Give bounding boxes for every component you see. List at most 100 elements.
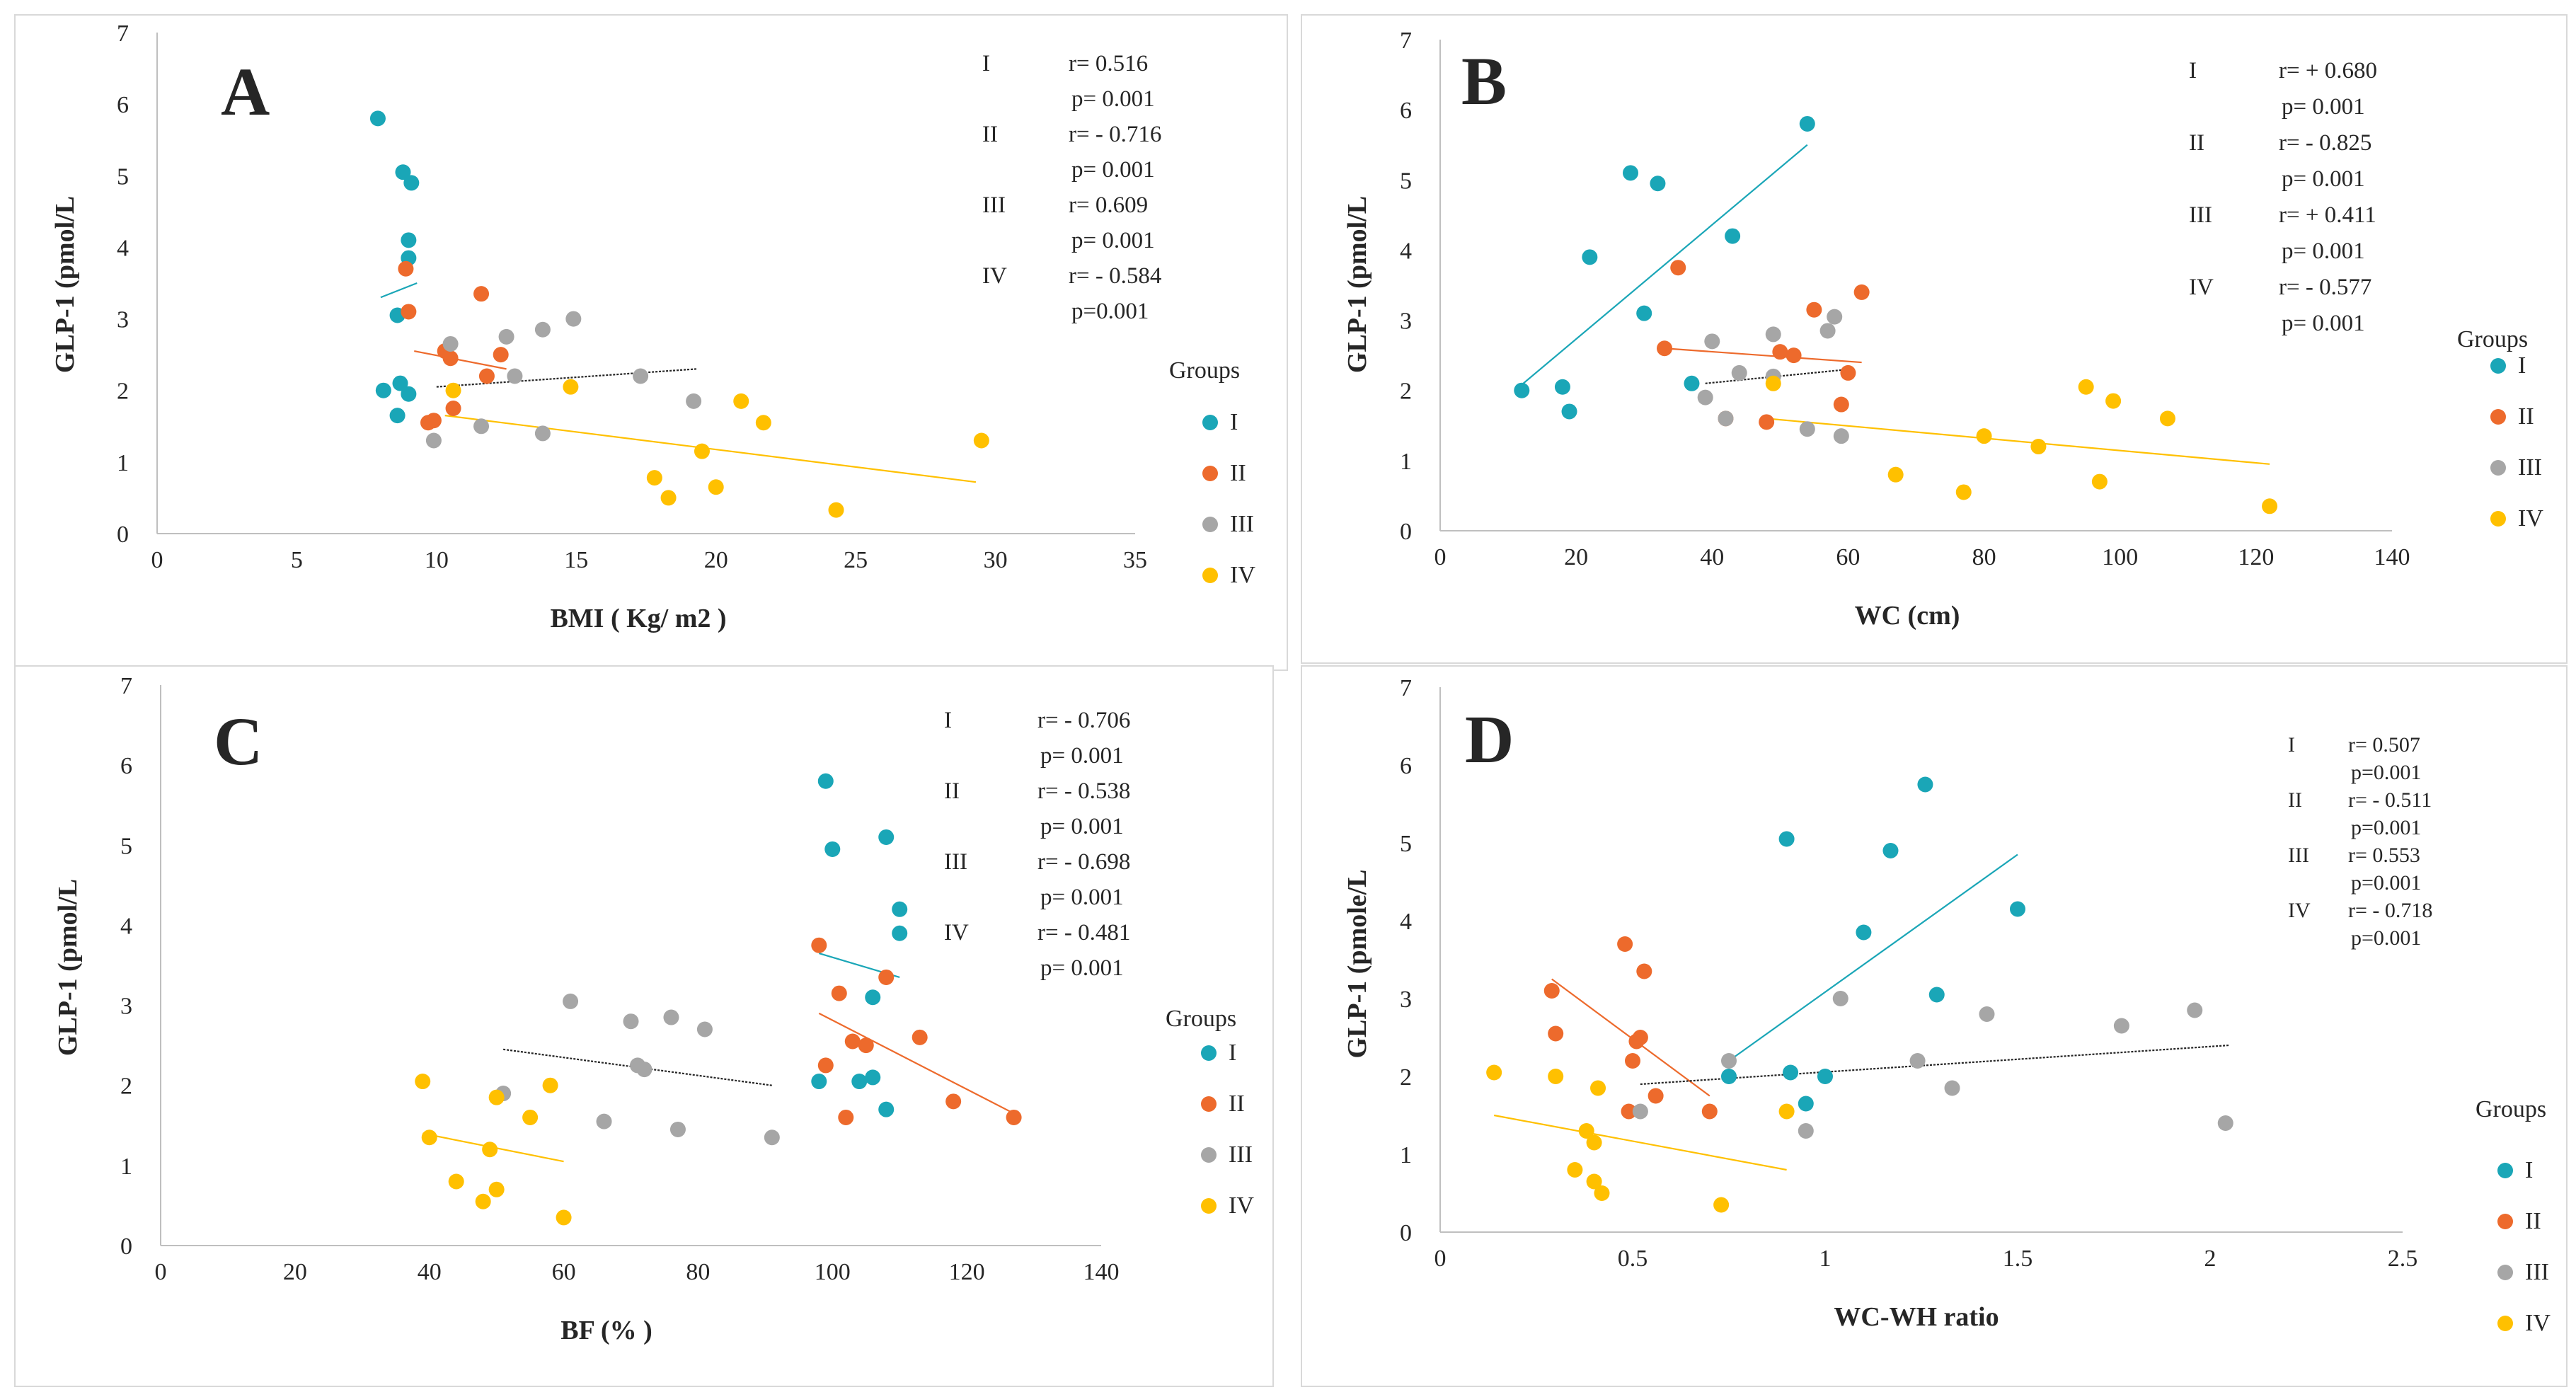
- stats-group-label: IV: [944, 920, 969, 945]
- x-tick-label: 140: [2374, 544, 2410, 570]
- y-tick-label: 0: [1400, 519, 1412, 545]
- stats-r-value: r= 0.609: [1069, 192, 1148, 218]
- x-tick-label: 0: [1434, 1246, 1447, 1272]
- data-point-ii: [1548, 1025, 1564, 1042]
- y-tick-label: 2: [117, 379, 129, 405]
- legend-marker-ii: [2497, 1214, 2513, 1229]
- y-tick-label: 1: [120, 1154, 132, 1180]
- stats-p-value: p=0.001: [2351, 761, 2421, 784]
- y-tick-label: 5: [1400, 168, 1412, 194]
- data-point-iv: [2159, 410, 2175, 427]
- data-point-iv: [488, 1181, 505, 1197]
- data-point-i: [1636, 305, 1652, 321]
- y-tick-label: 6: [1400, 753, 1412, 779]
- data-point-i: [1514, 382, 1530, 398]
- x-tick-label: 25: [844, 547, 868, 573]
- data-point-i: [369, 110, 386, 127]
- data-point-iii: [473, 418, 490, 435]
- data-point-iv: [1486, 1064, 1502, 1081]
- data-point-i: [2010, 901, 2025, 917]
- data-point-i: [1798, 1096, 1814, 1112]
- y-tick-label: 2: [120, 1074, 132, 1100]
- data-point-i: [1623, 165, 1638, 181]
- y-axis-title: GLP-1 (pmol/L: [50, 196, 80, 373]
- legend-label: I: [1230, 409, 1238, 435]
- stats-r-value: r= 0.507: [2348, 733, 2420, 757]
- x-tick-label: 140: [1083, 1259, 1120, 1285]
- data-point-iv: [448, 1173, 464, 1190]
- y-axis-title: GLP-1 (pmol/L: [1342, 196, 1372, 373]
- data-point-i: [375, 382, 391, 398]
- legend-title: Groups: [2457, 326, 2528, 352]
- x-tick-label: 1.5: [2003, 1246, 2033, 1272]
- data-point-i: [401, 386, 417, 402]
- data-point-iii: [1979, 1006, 1995, 1022]
- data-point-iv: [733, 393, 749, 409]
- data-point-iv: [2030, 439, 2047, 455]
- data-point-i: [878, 1101, 895, 1117]
- data-point-ii: [442, 350, 459, 367]
- stats-r-value: r= - 0.698: [1037, 849, 1130, 875]
- data-point-i: [1778, 831, 1795, 847]
- stats-r-value: r= - 0.511: [2348, 788, 2432, 812]
- data-point-i: [403, 175, 420, 191]
- data-point-i: [389, 408, 406, 424]
- legend-label: II: [2518, 403, 2534, 430]
- data-point-iv: [646, 470, 662, 486]
- data-point-iv: [1955, 484, 1972, 500]
- panel-label: A: [221, 54, 270, 130]
- x-tick-label: 2: [2204, 1246, 2216, 1272]
- stats-group-label: IV: [982, 263, 1007, 289]
- y-tick-label: 3: [1400, 309, 1412, 335]
- stats-r-value: r= - 0.716: [1069, 122, 1161, 147]
- y-tick-label: 3: [117, 307, 129, 333]
- data-point-ii: [1853, 284, 1870, 300]
- x-tick-label: 80: [1972, 544, 1996, 570]
- data-point-i: [1684, 375, 1700, 391]
- x-tick-label: 120: [2238, 544, 2274, 570]
- data-point-iii: [1765, 326, 1781, 343]
- data-point-iii: [534, 425, 551, 442]
- data-point-i: [865, 989, 881, 1006]
- data-point-ii: [1636, 963, 1652, 979]
- data-point-iii: [1799, 421, 1815, 437]
- data-point-iii: [633, 368, 649, 384]
- y-tick-label: 7: [117, 21, 129, 47]
- x-tick-label: 20: [1564, 544, 1588, 570]
- stats-r-value: r= - 0.706: [1037, 708, 1130, 733]
- x-tick-label: 0.5: [1618, 1246, 1648, 1272]
- stats-r-value: r= + 0.680: [2279, 58, 2377, 84]
- x-axis-title: WC-WH ratio: [1834, 1302, 1999, 1332]
- data-point-iv: [1578, 1123, 1594, 1139]
- y-tick-label: 5: [1400, 831, 1412, 857]
- stats-p-value: p= 0.001: [2282, 166, 2365, 192]
- data-point-ii: [1759, 414, 1775, 430]
- data-point-ii: [425, 413, 442, 429]
- trendline-iv: [444, 415, 977, 483]
- data-point-ii: [1806, 301, 1822, 318]
- panel-b: 0 20 40 60 80 100 120 140 0 1 2 3 4 5 6 7 WC (cm) GLP-1 (…: [1301, 14, 2568, 664]
- stats-r-value: r= + 0.411: [2279, 202, 2376, 228]
- data-point-ii: [858, 1037, 874, 1054]
- panel-label: C: [214, 703, 263, 779]
- y-tick-label: 6: [120, 753, 132, 779]
- data-point-iii: [563, 993, 579, 1009]
- legend-label: III: [2525, 1259, 2549, 1285]
- data-point-i: [892, 925, 908, 941]
- data-point-ii: [945, 1093, 962, 1110]
- data-point-i: [811, 1074, 827, 1090]
- y-tick-label: 2: [1400, 1064, 1412, 1091]
- data-point-iv: [1887, 466, 1904, 483]
- y-tick-label: 7: [120, 673, 132, 699]
- data-point-i: [1817, 1069, 1833, 1084]
- stats-group-label: II: [982, 122, 998, 147]
- stats-group-label: IV: [2189, 275, 2214, 300]
- legend-marker-iii: [2497, 1265, 2513, 1280]
- data-point-iv: [1976, 428, 1992, 444]
- stats-group-label: III: [2288, 844, 2309, 867]
- data-point-iv: [563, 379, 579, 395]
- data-point-iv: [415, 1074, 431, 1090]
- trendline-iii: [436, 368, 697, 388]
- data-point-iv: [421, 1129, 437, 1146]
- data-point-ii: [817, 1057, 834, 1074]
